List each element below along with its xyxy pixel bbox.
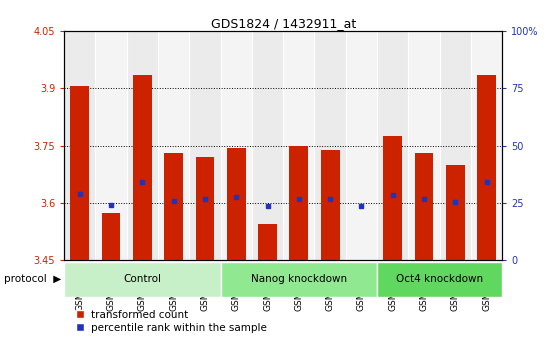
Bar (70, 87, 89, 260)
Bar (408, 31, 440, 260)
Bar (283, 31, 315, 260)
Bar (102, 213, 121, 260)
Bar (158, 31, 189, 260)
Bar (315, 31, 346, 260)
Bar (252, 31, 283, 260)
Bar (383, 136, 402, 260)
Bar (321, 150, 339, 260)
Bar (258, 224, 277, 260)
Bar (290, 146, 308, 260)
Bar (127, 31, 158, 260)
Title: GDS1824 / 1432911_at: GDS1824 / 1432911_at (210, 17, 356, 30)
Bar (195, 157, 214, 260)
Bar (64, 31, 95, 260)
Bar (164, 154, 183, 260)
Bar (64, 262, 220, 297)
Bar (440, 31, 471, 260)
Bar (446, 165, 465, 260)
Bar (415, 154, 434, 260)
Text: Nanog knockdown: Nanog knockdown (251, 275, 347, 284)
Bar (477, 75, 496, 260)
Bar (95, 31, 127, 260)
Bar (471, 31, 502, 260)
Bar (220, 262, 377, 297)
Bar (377, 31, 408, 260)
Bar (189, 31, 220, 260)
Text: Control: Control (123, 275, 161, 284)
Bar (377, 262, 502, 297)
Bar (227, 148, 246, 260)
Bar (346, 31, 377, 260)
Legend: transformed count, percentile rank within the sample: transformed count, percentile rank withi… (69, 305, 271, 337)
Text: protocol  ▶: protocol ▶ (4, 275, 61, 284)
Bar (133, 75, 152, 260)
Text: Oct4 knockdown: Oct4 knockdown (396, 275, 483, 284)
Bar (220, 31, 252, 260)
